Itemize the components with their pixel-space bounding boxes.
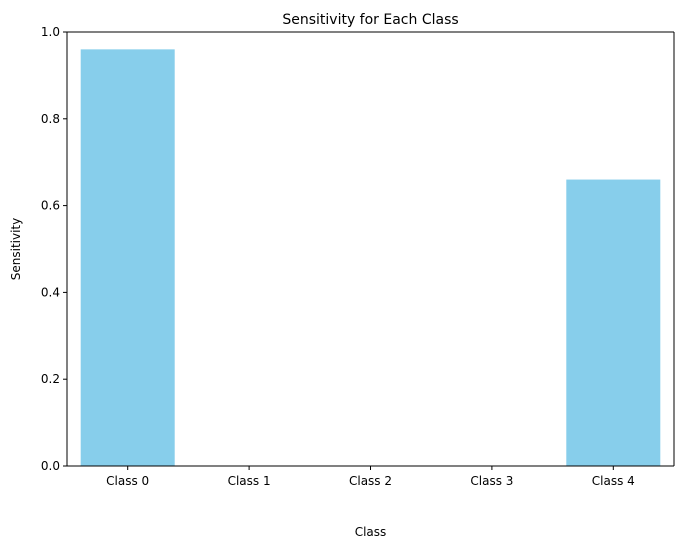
x-tick-label: Class 3: [470, 474, 513, 488]
y-tick-label: 0.2: [41, 372, 60, 386]
y-tick-label: 1.0: [41, 25, 60, 39]
y-axis-ticks: 0.0 0.2 0.4 0.6 0.8 1.0: [41, 25, 67, 473]
bars: [80, 49, 661, 467]
x-axis-label: Class: [355, 525, 387, 539]
y-tick-label: 0.4: [41, 285, 60, 299]
bar-class-0: [80, 49, 175, 467]
x-tick-label: Class 2: [349, 474, 392, 488]
bar-class-4: [566, 179, 661, 466]
y-tick-label: 0.0: [41, 459, 60, 473]
x-tick-label: Class 4: [592, 474, 635, 488]
x-axis-ticks: Class 0 Class 1 Class 2 Class 3 Class 4: [106, 466, 635, 488]
x-tick-label: Class 0: [106, 474, 149, 488]
y-tick-label: 0.8: [41, 112, 60, 126]
x-tick-label: Class 1: [228, 474, 271, 488]
chart-title: Sensitivity for Each Class: [282, 12, 458, 28]
y-axis-label: Sensitivity: [9, 218, 23, 280]
y-tick-label: 0.6: [41, 199, 60, 213]
axes-spines: [66, 31, 675, 467]
